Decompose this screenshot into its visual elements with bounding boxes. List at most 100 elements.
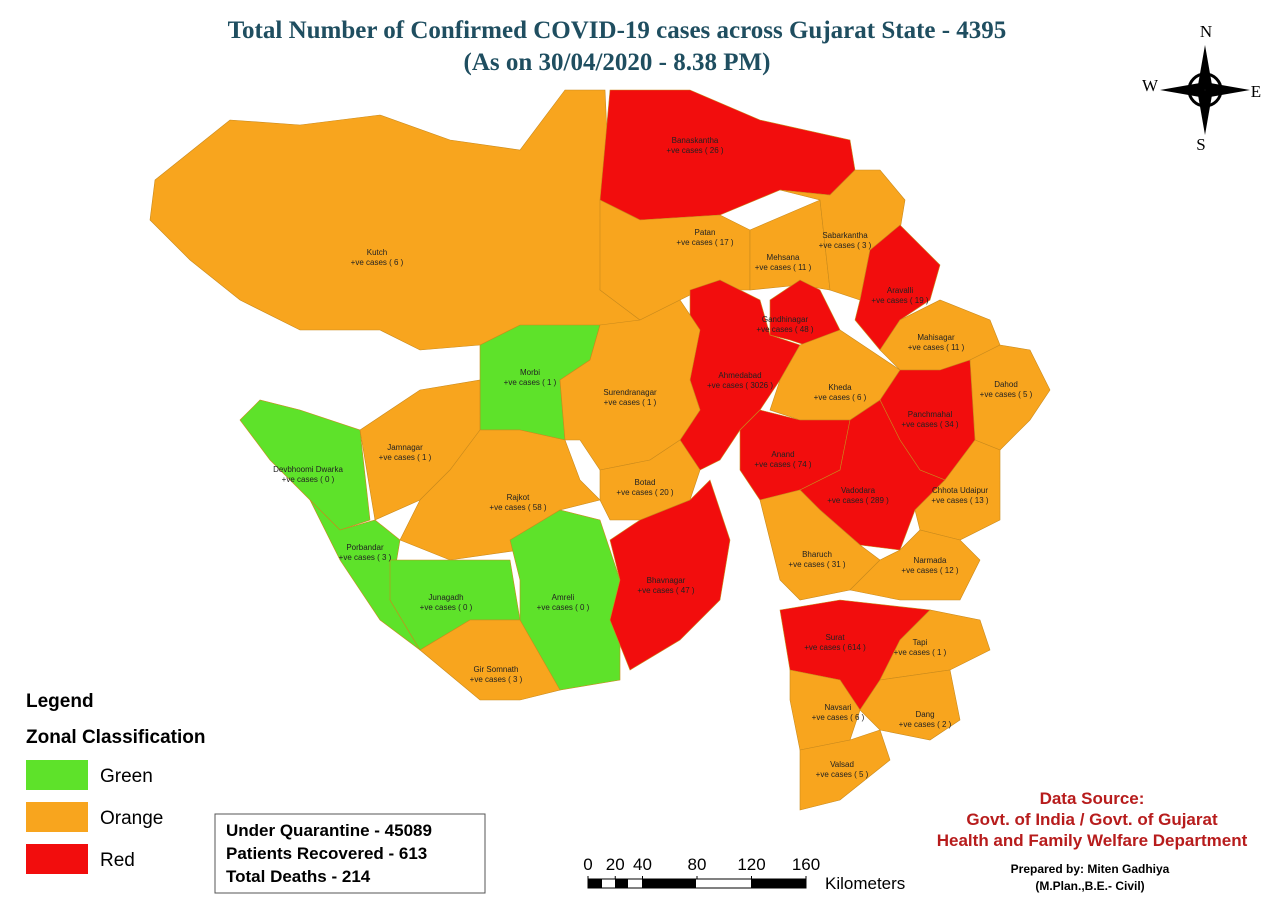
- compass-ring: [1187, 72, 1223, 108]
- stat-line: Total Deaths - 214: [226, 867, 371, 886]
- district-name: Patan: [695, 228, 716, 237]
- district-name: Morbi: [520, 368, 540, 377]
- credit-line: Prepared by: Miten Gadhiya: [1011, 862, 1170, 876]
- district-name: Bhavnagar: [647, 576, 686, 585]
- district-cases: +ve cases ( 289 ): [827, 496, 889, 505]
- district-area: [799, 729, 891, 811]
- district-cases: +ve cases ( 11 ): [755, 263, 812, 272]
- compass-w: W: [1142, 76, 1159, 95]
- scale-tick-label: 120: [737, 855, 765, 874]
- district-name: Rajkot: [507, 493, 530, 502]
- compass-needle: [1205, 83, 1250, 97]
- scale-tick-label: 160: [792, 855, 820, 874]
- district-name: Kheda: [828, 383, 852, 392]
- district-area: [149, 89, 641, 351]
- district-area: [599, 89, 856, 221]
- district-name: Jamnagar: [387, 443, 423, 452]
- source-line: Govt. of India / Govt. of Gujarat: [966, 810, 1218, 829]
- legend-label: Red: [100, 850, 135, 871]
- district-name: Tapi: [913, 638, 928, 647]
- district-name: Junagadh: [428, 593, 463, 602]
- district-name: Gandhinagar: [762, 315, 809, 324]
- legend-swatch: [26, 802, 88, 832]
- district-cases: +ve cases ( 31 ): [788, 560, 845, 569]
- district-cases: +ve cases ( 614 ): [804, 643, 866, 652]
- district-cases: +ve cases ( 12 ): [901, 566, 958, 575]
- district-cases: +ve cases ( 20 ): [616, 488, 673, 497]
- district-cases: +ve cases ( 13 ): [931, 496, 988, 505]
- district-cases: +ve cases ( 6 ): [814, 393, 867, 402]
- compass-s: S: [1196, 135, 1205, 154]
- scale-segment: [751, 879, 806, 888]
- stats-frame: [214, 813, 486, 894]
- district-cases: +ve cases ( 58 ): [489, 503, 546, 512]
- district-name: Sabarkantha: [822, 231, 868, 240]
- district-area: [799, 399, 946, 551]
- district-cases: +ve cases ( 11 ): [908, 343, 965, 352]
- district-name: Ahmedabad: [718, 371, 761, 380]
- scale-tick-label: 20: [606, 855, 625, 874]
- source-line: Health and Family Welfare Department: [937, 831, 1248, 850]
- district-cases: +ve cases ( 3 ): [339, 553, 392, 562]
- district-cases: +ve cases ( 0 ): [537, 603, 590, 612]
- compass-needle: [1198, 45, 1212, 90]
- scale-tick-label: 0: [583, 855, 592, 874]
- legend-subtitle: Zonal Classification: [26, 727, 205, 748]
- district-area: [609, 479, 731, 671]
- district-name: Gir Somnath: [474, 665, 519, 674]
- district-cases: +ve cases ( 1 ): [504, 378, 557, 387]
- district-name: Valsad: [830, 760, 854, 769]
- compass: N S E W: [1142, 22, 1261, 154]
- district-cases: +ve cases ( 48 ): [756, 325, 813, 334]
- district-name: Banaskantha: [672, 136, 719, 145]
- legend-label: Green: [100, 766, 153, 787]
- scale-segment: [615, 879, 628, 888]
- district-cases: +ve cases ( 19 ): [871, 296, 928, 305]
- district-area: [509, 509, 621, 691]
- district-name: Narmada: [914, 556, 947, 565]
- legend-label: Orange: [100, 808, 163, 829]
- district-cases: +ve cases ( 1 ): [379, 453, 432, 462]
- scale-unit: Kilometers: [825, 874, 905, 893]
- source-title: Data Source:: [1040, 789, 1145, 808]
- district-name: Mahisagar: [917, 333, 955, 342]
- district-name: Chhota Udaipur: [932, 486, 988, 495]
- legend-title: Legend: [26, 691, 94, 712]
- district-cases: +ve cases ( 1 ): [894, 648, 947, 657]
- district-name: Aravalli: [887, 286, 913, 295]
- district-cases: +ve cases ( 3 ): [470, 675, 523, 684]
- compass-needle: [1198, 90, 1212, 135]
- district-name: Surat: [825, 633, 845, 642]
- district-area: [419, 619, 561, 701]
- district-area: [849, 529, 981, 601]
- district-cases: +ve cases ( 3026 ): [707, 381, 773, 390]
- district-name: Devbhoomi Dwarka: [273, 465, 343, 474]
- stat-line: Patients Recovered - 613: [226, 844, 427, 863]
- district-cases: +ve cases ( 26 ): [666, 146, 723, 155]
- district-cases: +ve cases ( 34 ): [901, 420, 958, 429]
- district-name: Bharuch: [802, 550, 832, 559]
- district-cases: +ve cases ( 74 ): [754, 460, 811, 469]
- district-cases: +ve cases ( 0 ): [282, 475, 335, 484]
- districts: Kutch+ve cases ( 6 )Banaskantha+ve cases…: [149, 89, 1051, 811]
- district-name: Panchmahal: [908, 410, 953, 419]
- stat-line: Under Quarantine - 45089: [226, 821, 432, 840]
- district-cases: +ve cases ( 5 ): [980, 390, 1033, 399]
- district-name: Porbandar: [346, 543, 384, 552]
- district-name: Vadodara: [841, 486, 876, 495]
- district-cases: +ve cases ( 17 ): [676, 238, 733, 247]
- district-cases: +ve cases ( 5 ): [816, 770, 869, 779]
- data-source: Data Source: Govt. of India / Govt. of G…: [937, 789, 1248, 893]
- scale-tick-label: 40: [633, 855, 652, 874]
- legend-swatch: [26, 844, 88, 874]
- district-cases: +ve cases ( 6 ): [351, 258, 404, 267]
- district-name: Dang: [915, 710, 934, 719]
- district-name: Anand: [771, 450, 794, 459]
- district-name: Amreli: [552, 593, 575, 602]
- district-name: Dahod: [994, 380, 1018, 389]
- legend-swatch: [26, 760, 88, 790]
- district-cases: +ve cases ( 3 ): [819, 241, 872, 250]
- district-cases: +ve cases ( 47 ): [637, 586, 694, 595]
